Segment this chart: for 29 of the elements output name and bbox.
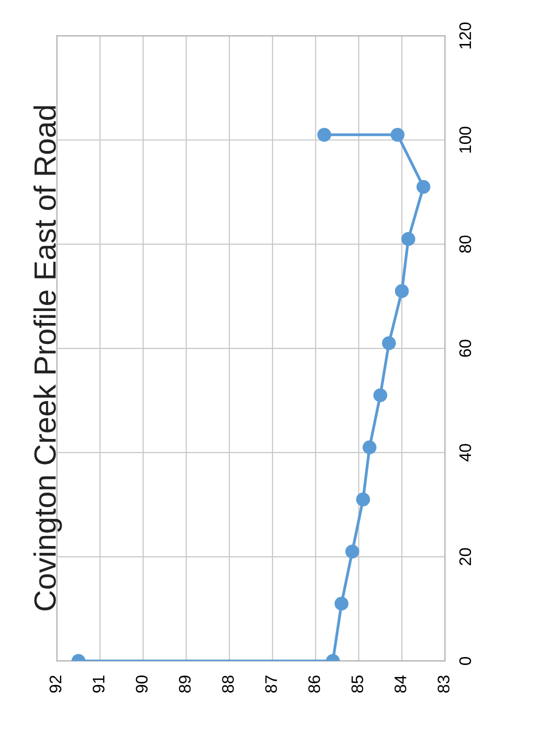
y-tick-label: 20 [459,548,472,566]
point [334,596,348,611]
y-tick-label: 60 [459,340,472,357]
y-tick-label: 80 [459,236,472,253]
x-tick-label: 91 [92,676,105,693]
point [362,440,376,454]
x-tick-label: 92 [50,676,62,693]
x-tick-label: 90 [136,675,148,693]
x-tick-label: 89 [178,676,191,693]
point [416,180,430,194]
point [356,492,370,506]
point [382,336,396,350]
y-tick-label: 120 [459,22,472,48]
y-tick-label: 40 [459,444,472,462]
point [401,232,416,246]
point [394,284,409,298]
point [373,388,388,402]
y-tick-label: 100 [459,126,472,153]
x-tick-label: 87 [265,676,277,693]
x-tick-label: 86 [308,676,320,693]
point [390,128,404,142]
x-tick-label: 88 [222,676,234,693]
x-tick-label: 83 [438,676,450,693]
text: Covington Creek Profile East of Road [33,106,62,610]
point [317,128,332,142]
point [345,544,360,558]
y-tick-label: 0 [459,656,472,665]
x-tick-label: 84 [394,675,406,693]
x-tick-label: 85 [351,676,364,693]
